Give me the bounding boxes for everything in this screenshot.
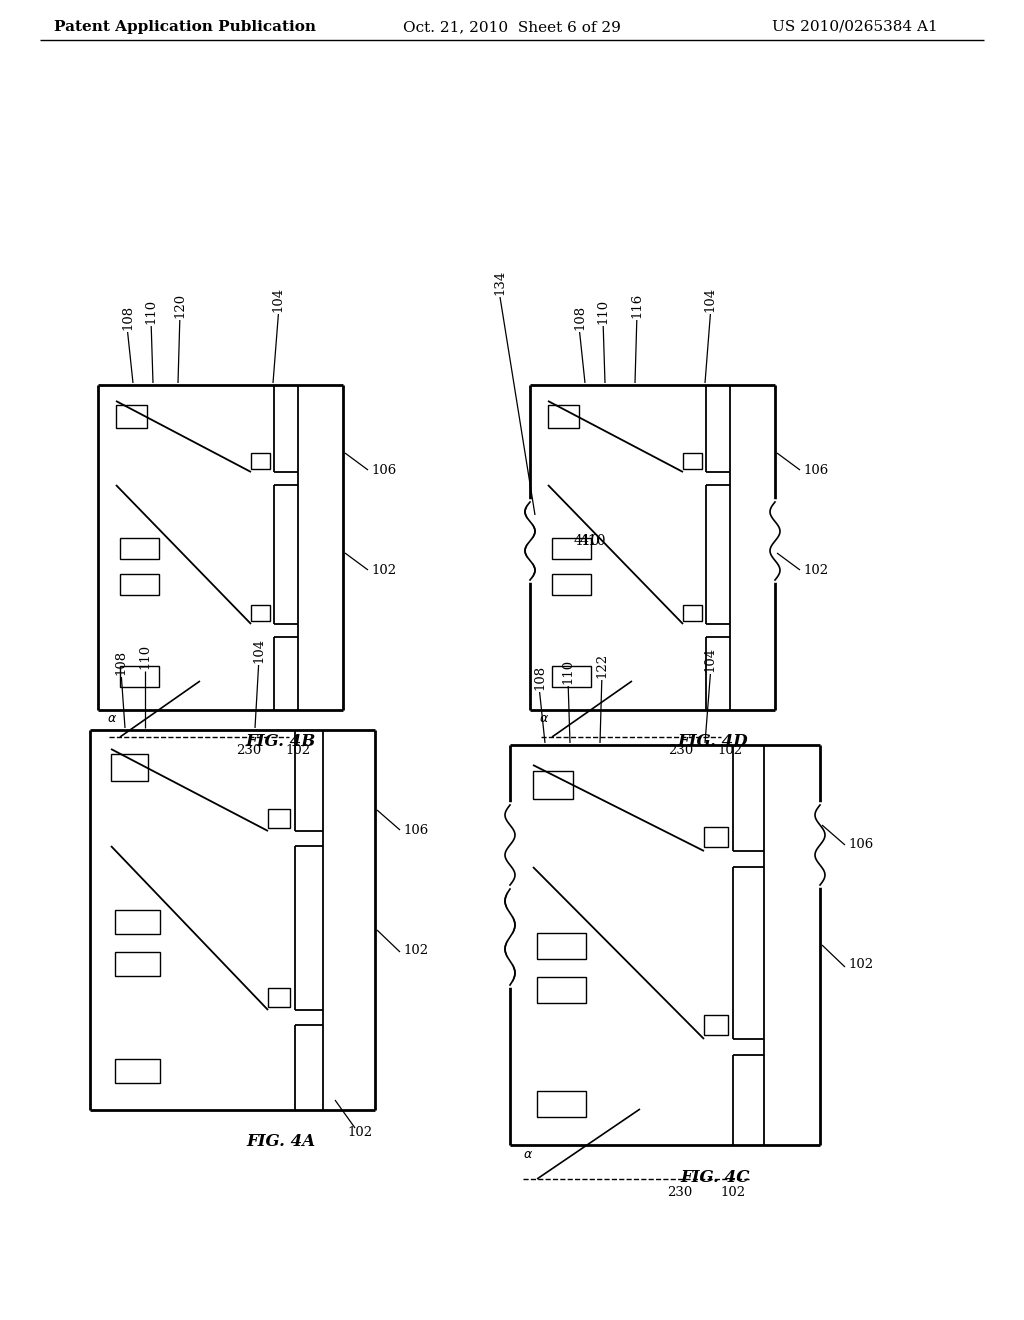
Bar	[268, 987, 290, 1007]
Text: 102: 102	[718, 744, 742, 758]
Text: 106: 106	[803, 463, 828, 477]
Bar	[120, 539, 159, 558]
Text: US 2010/0265384 A1: US 2010/0265384 A1	[772, 20, 938, 34]
Bar	[111, 754, 148, 781]
Text: FIG. 4B: FIG. 4B	[245, 734, 315, 751]
Bar	[251, 453, 270, 469]
Text: 230: 230	[669, 744, 693, 758]
Text: 102: 102	[403, 944, 428, 957]
Text: 110: 110	[597, 298, 609, 323]
Bar	[552, 667, 591, 686]
Text: 106: 106	[371, 463, 396, 477]
Text: 230: 230	[237, 744, 261, 758]
Text: 410: 410	[574, 535, 600, 548]
Text: 410: 410	[580, 535, 606, 548]
Text: 110: 110	[138, 644, 152, 669]
Text: 102: 102	[371, 564, 396, 577]
Text: 104: 104	[703, 647, 717, 672]
Text: 110: 110	[562, 659, 574, 684]
Text: 120: 120	[173, 293, 186, 318]
Bar	[115, 909, 160, 935]
Text: 102: 102	[848, 958, 873, 972]
Bar	[683, 453, 702, 469]
Text: $\alpha$: $\alpha$	[523, 1148, 534, 1162]
Bar	[120, 574, 159, 595]
Text: Oct. 21, 2010  Sheet 6 of 29: Oct. 21, 2010 Sheet 6 of 29	[403, 20, 621, 34]
Bar	[115, 952, 160, 975]
Bar	[683, 605, 702, 620]
Text: 108: 108	[534, 665, 546, 690]
Text: FIG. 4D: FIG. 4D	[677, 734, 748, 751]
Text: 110: 110	[144, 298, 158, 323]
Text: $\alpha$: $\alpha$	[106, 711, 117, 725]
Text: 108: 108	[573, 305, 586, 330]
Bar	[537, 1092, 586, 1117]
Text: 102: 102	[286, 744, 310, 758]
Bar	[705, 1015, 728, 1035]
Text: 230: 230	[668, 1187, 692, 1200]
Text: 102: 102	[347, 1126, 373, 1138]
Text: 102: 102	[721, 1187, 745, 1200]
Text: 116: 116	[631, 293, 643, 318]
Bar	[705, 828, 728, 847]
Text: 106: 106	[848, 838, 873, 851]
Bar	[120, 667, 159, 686]
Text: 104: 104	[252, 638, 265, 663]
Text: 104: 104	[272, 286, 285, 312]
Text: $\alpha$: $\alpha$	[539, 711, 549, 725]
Bar	[251, 605, 270, 620]
Bar	[268, 809, 290, 828]
Bar	[552, 539, 591, 558]
Text: 104: 104	[703, 286, 717, 312]
Bar	[116, 405, 147, 428]
Text: FIG. 4C: FIG. 4C	[681, 1168, 750, 1185]
Text: 102: 102	[803, 564, 828, 577]
Bar	[548, 405, 579, 428]
Bar	[534, 771, 573, 799]
Text: 108: 108	[115, 649, 128, 675]
Text: 122: 122	[595, 653, 608, 678]
Bar	[537, 933, 586, 960]
Text: FIG. 4A: FIG. 4A	[247, 1134, 315, 1151]
Bar	[537, 977, 586, 1003]
Text: 134: 134	[494, 269, 507, 294]
Bar	[115, 1059, 160, 1082]
Text: 108: 108	[121, 305, 134, 330]
Text: Patent Application Publication: Patent Application Publication	[54, 20, 316, 34]
Text: 106: 106	[403, 824, 428, 837]
Bar	[552, 574, 591, 595]
